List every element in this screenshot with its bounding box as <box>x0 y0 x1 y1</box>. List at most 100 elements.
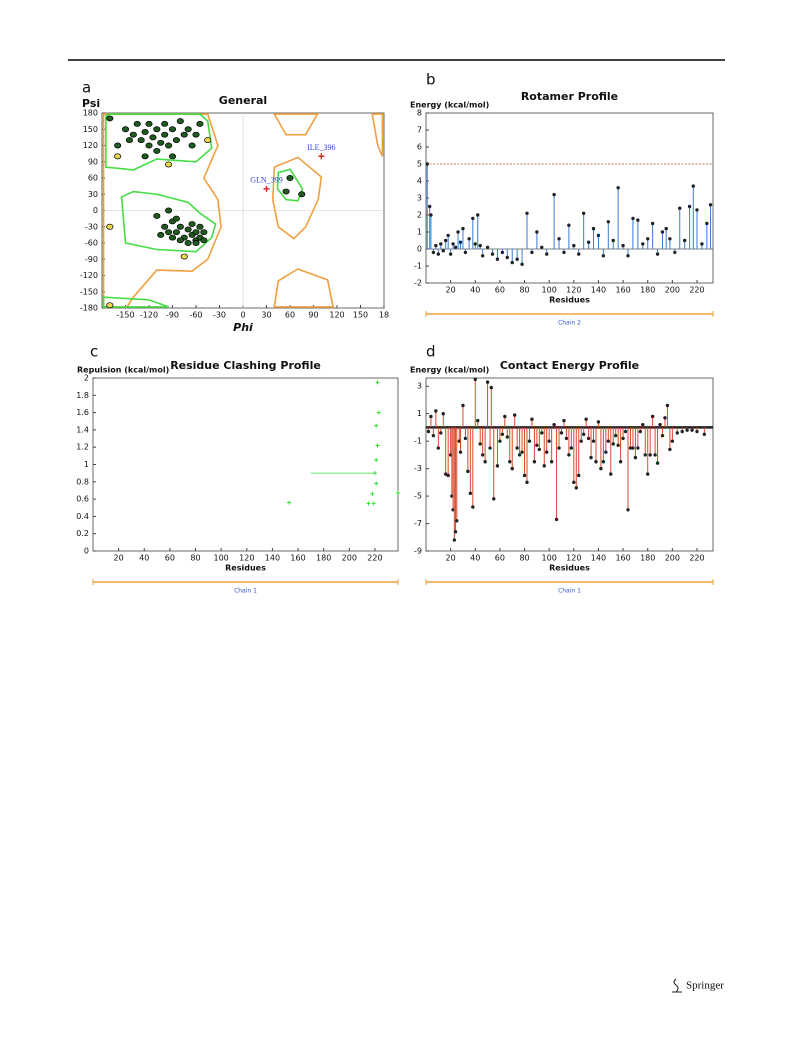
stem-marker <box>606 220 611 224</box>
stem-marker <box>476 213 480 217</box>
stem-marker <box>564 436 569 441</box>
stem-marker <box>650 414 655 419</box>
y-tick-label: -5 <box>414 492 422 501</box>
outlier-marker <box>263 185 270 192</box>
point <box>153 212 161 219</box>
y-axis-label: Repulsion (kcal/mol) <box>77 366 169 375</box>
point <box>145 120 153 127</box>
point <box>192 131 200 138</box>
stem-marker <box>577 473 581 478</box>
x-tick-label: -120 <box>140 311 158 320</box>
stem-marker <box>439 242 443 246</box>
x-tick-label: -90 <box>166 311 179 320</box>
point <box>157 139 165 146</box>
point <box>371 501 376 506</box>
x-tick-label: 120 <box>566 286 581 295</box>
y-tick-label: 60 <box>88 174 98 183</box>
chart-title: Contact Energy Profile <box>500 359 639 372</box>
point <box>196 120 204 127</box>
stem-marker <box>586 240 591 244</box>
x-tick-label: 60 <box>165 554 175 563</box>
point <box>375 380 380 385</box>
x-tick-label: 90 <box>308 311 318 320</box>
stem-marker <box>441 249 445 253</box>
point <box>153 126 161 133</box>
stem-marker <box>678 206 682 210</box>
stem-marker <box>463 250 468 255</box>
stem-marker <box>655 252 660 256</box>
y-axis-label: Psi <box>82 97 100 110</box>
stem-marker <box>480 453 485 457</box>
stem-marker <box>453 530 458 534</box>
y-tick-label: 90 <box>88 157 98 166</box>
stem-marker <box>525 211 529 215</box>
stem-marker <box>532 460 537 464</box>
chain-label: Chain 1 <box>558 588 581 595</box>
stem-marker <box>554 517 559 522</box>
stem-marker <box>485 245 490 249</box>
x-tick-label: 140 <box>591 286 606 295</box>
y-tick-label: 1.2 <box>76 443 89 452</box>
stem-marker <box>540 431 544 435</box>
outlier-marker <box>318 153 325 160</box>
stem-marker <box>675 431 679 435</box>
point <box>114 142 122 149</box>
y-tick-label: -7 <box>414 519 422 528</box>
panel-label: b <box>426 71 436 89</box>
x-tick-label: 180 <box>640 286 655 295</box>
stem-marker <box>668 237 672 241</box>
stem-marker <box>426 429 431 434</box>
point <box>374 481 379 486</box>
x-tick-label: 220 <box>689 286 704 295</box>
stem-marker <box>520 450 524 454</box>
y-tick-label: 180 <box>83 109 98 118</box>
point <box>172 229 180 236</box>
outlier-label: GLN_399 <box>250 176 282 185</box>
point <box>172 137 180 144</box>
stem-marker <box>616 186 620 190</box>
x-tick-label: 120 <box>329 311 344 320</box>
stem-marker <box>586 436 591 441</box>
point <box>161 120 169 127</box>
stem-marker <box>547 439 551 443</box>
x-tick-label: 140 <box>591 554 606 563</box>
ramachandran-contour <box>271 156 323 240</box>
stem-marker <box>441 411 445 416</box>
stem-marker <box>489 385 493 390</box>
stem-marker <box>641 422 645 427</box>
stem-marker <box>569 446 574 450</box>
y-tick-label: 2 <box>417 211 422 220</box>
stem-marker <box>611 238 615 243</box>
stem-marker <box>500 250 505 255</box>
x-tick-label: 200 <box>665 554 680 563</box>
stem-marker <box>589 455 593 460</box>
y-tick-label: 5 <box>417 160 422 169</box>
point <box>141 153 149 160</box>
stem-marker <box>535 443 539 447</box>
y-tick-label: -1 <box>414 262 422 271</box>
y-tick-label: -2 <box>414 279 422 288</box>
point <box>396 491 400 496</box>
x-tick-label: 160 <box>290 554 305 563</box>
y-tick-label: 150 <box>83 125 98 134</box>
stem-marker <box>530 250 534 255</box>
point <box>106 302 114 309</box>
y-tick-label: -60 <box>85 239 98 248</box>
y-tick-label: 0 <box>93 206 98 215</box>
stem-marker <box>581 211 586 215</box>
stem-marker <box>653 453 657 457</box>
stem-marker <box>480 254 485 258</box>
x-tick-label: 20 <box>446 554 456 563</box>
stem-marker <box>591 226 596 231</box>
stem-marker <box>695 429 699 434</box>
stem-marker <box>468 491 473 496</box>
chain-label: Chain 1 <box>234 588 257 595</box>
stem-marker <box>601 460 606 464</box>
ramachandran-contour <box>272 113 319 136</box>
y-axis-label: Energy (kcal/mol) <box>410 101 489 110</box>
stem-marker <box>596 233 601 238</box>
x-tick-label: -150 <box>116 311 134 320</box>
stem-marker <box>626 254 630 258</box>
stem-marker <box>574 486 578 490</box>
stem-marker <box>540 245 544 249</box>
